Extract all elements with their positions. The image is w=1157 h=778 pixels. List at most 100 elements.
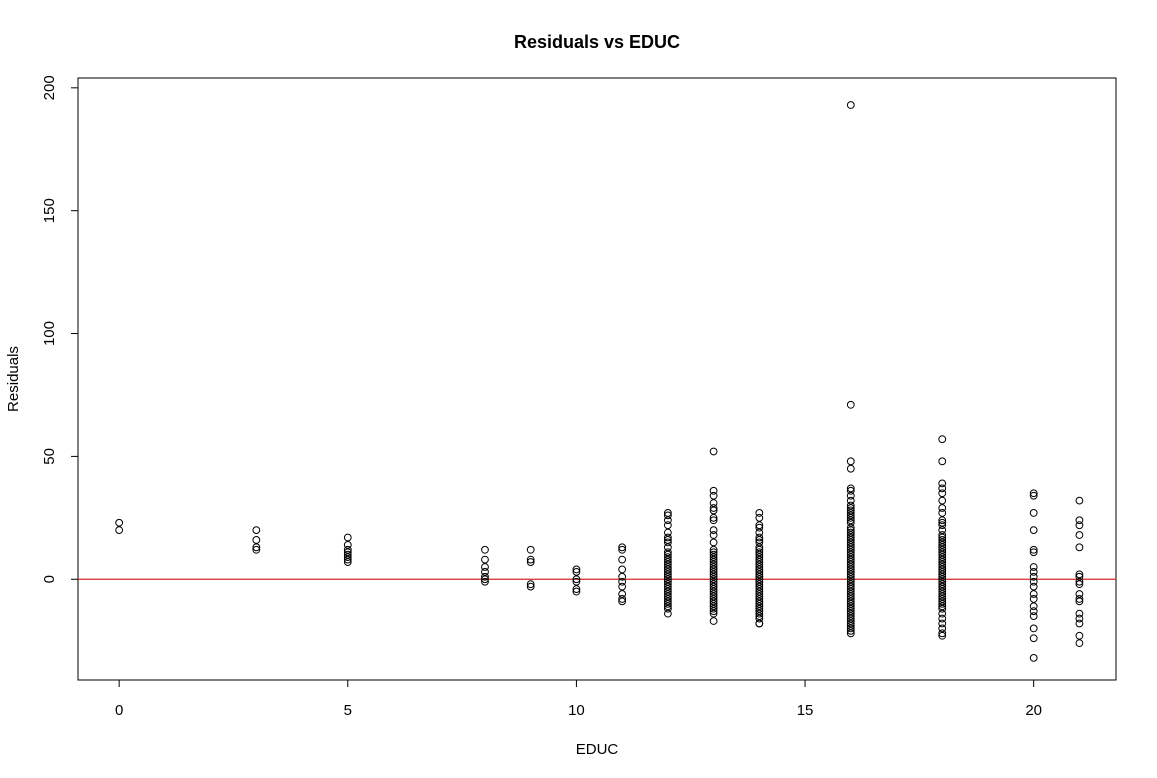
- y-axis-label: Residuals: [5, 346, 22, 412]
- data-point: [846, 558, 855, 566]
- data-point: [481, 577, 489, 586]
- data-point: [343, 533, 352, 542]
- data-point: [709, 587, 718, 596]
- data-point: [663, 597, 672, 606]
- data-point: [938, 484, 947, 493]
- data-point: [709, 609, 718, 618]
- data-point: [709, 577, 718, 586]
- y-axis: 0 50 100 150 200: [41, 75, 79, 583]
- data-point: [938, 619, 947, 628]
- data-point: [663, 609, 672, 618]
- chart-title: Residuals vs EDUC: [514, 32, 680, 52]
- data-point: [709, 531, 718, 539]
- data-point: [846, 570, 855, 579]
- data-point: [846, 626, 855, 635]
- data-point: [1075, 570, 1084, 579]
- data-point: [663, 536, 672, 544]
- data-point: [1075, 516, 1084, 525]
- data-point: [938, 604, 947, 613]
- data-point: [846, 582, 855, 591]
- data-point: [755, 513, 764, 522]
- data-point: [481, 555, 489, 564]
- data-point: [343, 550, 352, 559]
- data-point: [938, 567, 947, 576]
- data-point: [709, 558, 718, 566]
- data-point: [1029, 602, 1038, 611]
- data-point: [938, 631, 947, 640]
- data-point: [938, 496, 947, 505]
- data-point: [618, 543, 627, 552]
- data-point: [755, 575, 764, 584]
- data-point: [709, 570, 718, 579]
- y-tick-label: 0: [41, 575, 58, 583]
- data-point: [618, 572, 627, 581]
- data-point: [846, 580, 855, 589]
- data-point: [709, 491, 718, 500]
- data-point: [938, 572, 947, 581]
- data-point: [1075, 631, 1084, 640]
- x-tick-label: 0: [115, 702, 123, 719]
- data-point: [709, 545, 718, 554]
- data-point: [846, 629, 855, 638]
- data-point: [663, 587, 672, 596]
- data-point: [938, 624, 947, 633]
- data-point: [938, 560, 947, 569]
- data-point: [938, 518, 947, 527]
- data-point: [938, 479, 947, 488]
- data-point: [938, 595, 947, 603]
- data-point: [846, 400, 855, 409]
- data-point: [755, 604, 764, 613]
- data-point: [938, 577, 947, 586]
- data-point: [938, 531, 947, 539]
- data-point: [481, 545, 489, 554]
- data-point: [755, 599, 764, 608]
- data-point: [663, 595, 672, 603]
- data-point: [663, 511, 672, 520]
- data-point: [846, 622, 855, 630]
- data-point: [755, 536, 764, 544]
- data-point: [846, 599, 855, 608]
- data-point: [618, 565, 627, 574]
- data-point: [709, 548, 718, 557]
- data-point: [938, 614, 947, 623]
- data-point: [663, 585, 672, 593]
- data-point: [755, 565, 764, 574]
- data-point: [1029, 491, 1038, 500]
- data-point: [846, 491, 855, 500]
- data-point: [938, 435, 947, 444]
- data-point: [938, 602, 947, 611]
- data-point: [663, 521, 672, 530]
- data-point: [343, 558, 352, 566]
- data-point: [938, 599, 947, 608]
- data-point: [709, 504, 718, 512]
- data-point: [709, 580, 718, 589]
- data-point: [846, 486, 855, 495]
- data-point: [755, 597, 764, 606]
- data-point: [618, 577, 627, 586]
- data-point: [252, 543, 261, 552]
- data-point: [755, 570, 764, 579]
- data-point: [663, 575, 672, 584]
- data-point: [252, 545, 261, 554]
- data-point: [938, 575, 947, 584]
- data-point: [1075, 590, 1084, 598]
- data-point: [709, 575, 718, 584]
- data-point: [755, 609, 764, 618]
- data-point: [755, 553, 764, 562]
- data-point: [663, 572, 672, 581]
- data-point: [846, 545, 855, 554]
- data-point: [709, 604, 718, 613]
- data-point: [1029, 634, 1038, 643]
- data-point: [755, 592, 764, 601]
- data-point: [1075, 496, 1084, 505]
- data-point: [938, 563, 947, 571]
- data-point: [709, 526, 718, 535]
- data-point: [846, 526, 855, 535]
- data-point: [526, 580, 535, 589]
- data-point: [1075, 595, 1084, 603]
- x-axis: 0 5 10 15 20: [115, 679, 1042, 719]
- data-point: [709, 447, 718, 456]
- data-point: [755, 548, 764, 557]
- data-point: [1075, 577, 1084, 586]
- data-point: [663, 555, 672, 564]
